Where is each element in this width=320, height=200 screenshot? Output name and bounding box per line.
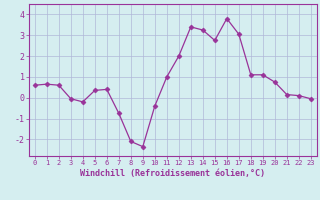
X-axis label: Windchill (Refroidissement éolien,°C): Windchill (Refroidissement éolien,°C) xyxy=(80,169,265,178)
